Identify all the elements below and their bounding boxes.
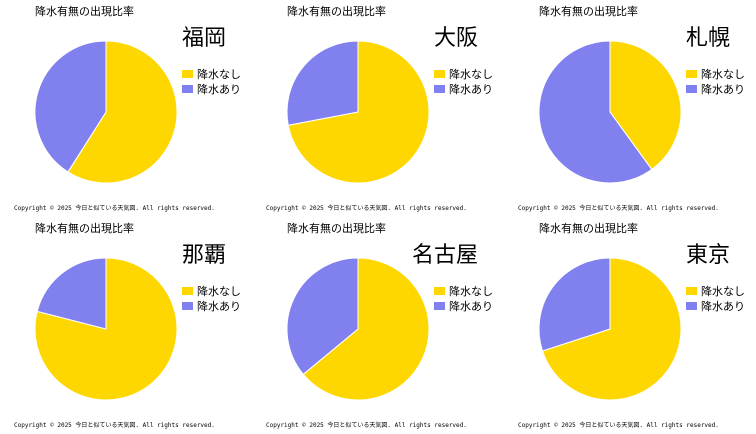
chart-panel-fukuoka: 降水有無の出現比率 福岡 降水なし 降水あり Copyright © 2025 … — [0, 0, 252, 217]
legend-item-no-rain: 降水なし — [434, 283, 493, 298]
legend-swatch — [686, 84, 697, 93]
copyright-notice: Copyright © 2025 今日と似ている天気図. All rights … — [518, 205, 719, 212]
city-name: 名古屋 — [411, 243, 478, 268]
chart-title: 降水有無の出現比率 — [35, 222, 134, 235]
pie-chart — [34, 40, 178, 184]
chart-title: 降水有無の出現比率 — [287, 5, 386, 18]
chart-panel-osaka: 降水有無の出現比率 大阪 降水なし 降水あり Copyright © 2025 … — [252, 0, 504, 217]
legend: 降水なし 降水あり — [182, 66, 241, 96]
legend-label: 降水あり — [449, 299, 493, 313]
legend-swatch — [434, 84, 445, 93]
legend-item-no-rain: 降水なし — [434, 66, 493, 81]
copyright-notice: Copyright © 2025 今日と似ている天気図. All rights … — [518, 422, 719, 429]
chart-panel-tokyo: 降水有無の出現比率 東京 降水なし 降水あり Copyright © 2025 … — [504, 217, 756, 434]
city-name: 福岡 — [181, 26, 226, 51]
pie-chart — [34, 257, 178, 401]
city-name: 東京 — [685, 243, 730, 268]
pie-slice-rain — [538, 40, 653, 184]
legend-label: 降水なし — [449, 67, 493, 81]
city-name: 大阪 — [433, 26, 478, 51]
legend-swatch — [182, 286, 193, 295]
legend: 降水なし 降水あり — [182, 283, 241, 313]
pie-slice-rain — [36, 257, 107, 330]
chart-panel-sapporo: 降水有無の出現比率 札幌 降水なし 降水あり Copyright © 2025 … — [504, 0, 756, 217]
pie-slice-no-rain — [67, 40, 178, 184]
pie-slice-no-rain — [302, 257, 430, 401]
chart-title: 降水有無の出現比率 — [35, 5, 134, 18]
legend-item-rain: 降水あり — [686, 298, 745, 313]
legend-label: 降水なし — [701, 67, 745, 81]
pie-slice-rain — [286, 40, 359, 126]
legend-swatch — [686, 286, 697, 295]
legend-swatch — [686, 69, 697, 78]
legend-swatch — [434, 69, 445, 78]
legend-swatch — [686, 301, 697, 310]
pie-slice-rain — [286, 257, 359, 375]
chart-title: 降水有無の出現比率 — [539, 222, 638, 235]
legend-label: 降水なし — [701, 284, 745, 298]
legend-swatch — [434, 286, 445, 295]
legend-label: 降水あり — [197, 299, 241, 313]
city-name: 那覇 — [181, 243, 226, 268]
city-name: 札幌 — [685, 26, 730, 51]
pie-slice-no-rain — [287, 40, 430, 184]
legend-label: 降水あり — [701, 299, 745, 313]
copyright-notice: Copyright © 2025 今日と似ている天気図. All rights … — [266, 205, 467, 212]
pie-chart — [538, 40, 682, 184]
legend-item-no-rain: 降水なし — [686, 283, 745, 298]
copyright-notice: Copyright © 2025 今日と似ている天気図. All rights … — [14, 422, 215, 429]
legend-label: 降水あり — [449, 82, 493, 96]
pie-chart — [286, 40, 430, 184]
legend-item-no-rain: 降水なし — [182, 66, 241, 81]
pie-slice-no-rain — [541, 257, 682, 401]
legend: 降水なし 降水あり — [686, 283, 745, 313]
legend-label: 降水なし — [449, 284, 493, 298]
chart-title: 降水有無の出現比率 — [539, 5, 638, 18]
legend-label: 降水あり — [701, 82, 745, 96]
chart-panel-nagoya: 降水有無の出現比率 名古屋 降水なし 降水あり Copyright © 2025… — [252, 217, 504, 434]
pie-slice-no-rain — [609, 40, 682, 171]
legend: 降水なし 降水あり — [686, 66, 745, 96]
legend-swatch — [182, 84, 193, 93]
legend-label: 降水あり — [197, 82, 241, 96]
legend-label: 降水なし — [197, 284, 241, 298]
copyright-notice: Copyright © 2025 今日と似ている天気図. All rights … — [266, 422, 467, 429]
legend-item-rain: 降水あり — [434, 81, 493, 96]
chart-title: 降水有無の出現比率 — [287, 222, 386, 235]
legend-item-rain: 降水あり — [182, 81, 241, 96]
legend: 降水なし 降水あり — [434, 66, 493, 96]
legend-item-rain: 降水あり — [686, 81, 745, 96]
copyright-notice: Copyright © 2025 今日と似ている天気図. All rights … — [14, 205, 215, 212]
pie-slice-rain — [34, 40, 107, 173]
legend: 降水なし 降水あり — [434, 283, 493, 313]
legend-swatch — [434, 301, 445, 310]
legend-label: 降水なし — [197, 67, 241, 81]
legend-item-rain: 降水あり — [182, 298, 241, 313]
pie-chart — [538, 257, 682, 401]
pie-slice-rain — [538, 257, 611, 352]
legend-swatch — [182, 69, 193, 78]
pie-chart — [286, 257, 430, 401]
legend-item-no-rain: 降水なし — [182, 283, 241, 298]
chart-panel-naha: 降水有無の出現比率 那覇 降水なし 降水あり Copyright © 2025 … — [0, 217, 252, 434]
legend-swatch — [182, 301, 193, 310]
legend-item-rain: 降水あり — [434, 298, 493, 313]
legend-item-no-rain: 降水なし — [686, 66, 745, 81]
